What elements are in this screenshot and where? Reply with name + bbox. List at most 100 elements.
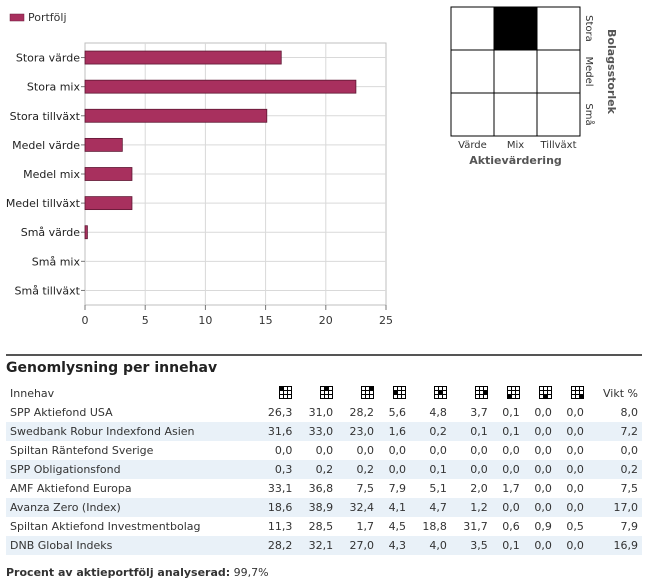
x-tick-label: 15 (259, 314, 273, 327)
style-value-cell: 0,0 (534, 425, 552, 438)
style-value-cell: 0,0 (534, 406, 552, 419)
style-value-cell: 0,0 (502, 444, 520, 457)
style-value-cell: 5,6 (388, 406, 407, 419)
style-value-cell: 7,9 (388, 482, 407, 495)
style-value-cell: 27,0 (349, 539, 375, 552)
holding-name: Spiltan Räntefond Sverige (10, 444, 154, 457)
legend: Portfölj (9, 11, 67, 24)
style-box-cell (450, 49, 495, 94)
y-tick-label: Medel värde (12, 139, 80, 152)
style-value-cell: 3,5 (470, 539, 488, 552)
style-value-cell: 0,1 (470, 425, 488, 438)
holding-name: SPP Obligationsfond (10, 463, 121, 476)
style-value-cell: 1,2 (470, 501, 488, 514)
style-value-cell: 38,9 (308, 501, 334, 514)
style-box-ylabel: Bolagsstorlek (605, 29, 618, 115)
style-box: Värde Mix Tillväxt Aktievärdering Stora Medel… (448, 6, 644, 185)
table-header-row: Innehav Vikt % (6, 384, 642, 403)
style-value-cell: 32,1 (308, 539, 334, 552)
style-value-cell: 3,7 (470, 406, 488, 419)
style-value-cell: 0,0 (502, 501, 520, 514)
style-value-cell: 0,0 (470, 444, 488, 457)
style-value-cell: 0,0 (388, 444, 407, 457)
style-grid-icon (433, 385, 447, 399)
style-value-cell: 0,3 (274, 463, 293, 476)
style-value-cell: 0,5 (566, 520, 584, 533)
style-box-cell (493, 49, 538, 94)
style-value-cell: 4,1 (388, 501, 407, 514)
style-value-cell: 0,0 (429, 444, 447, 457)
style-value-cell: 36,8 (308, 482, 334, 495)
style-box-cell (450, 6, 495, 51)
holding-name: Swedbank Robur Indexfond Asien (10, 425, 195, 438)
section-title: Genomlysning per innehav (6, 360, 218, 376)
style-value-cell: 11,3 (267, 520, 293, 533)
footer-value: 99,7% (233, 566, 269, 579)
bar (84, 225, 88, 240)
style-value-cell: 23,0 (349, 425, 375, 438)
table-row: AMF Aktiefond Europa 33,1 36,8 7,5 7,9 5,1 2,0… (6, 479, 642, 498)
style-value-cell: 0,0 (534, 463, 552, 476)
style-value-cell: 0,0 (274, 444, 293, 457)
x-tick-label: 25 (379, 314, 393, 327)
style-value-cell: 4,7 (429, 501, 447, 514)
style-grid-icon (570, 385, 584, 399)
style-grid-icon (279, 385, 293, 399)
style-value-cell: 18,6 (267, 501, 293, 514)
style-value-cell: 2,0 (470, 482, 488, 495)
style-value-cell: 0,6 (502, 520, 520, 533)
style-value-cell: 0,1 (502, 425, 520, 438)
style-box-row-label: Medel (583, 56, 594, 86)
header-style-icon (255, 384, 296, 403)
style-value-cell: 0,0 (470, 463, 488, 476)
header-style-icon (296, 384, 337, 403)
holding-name: Spiltan Aktiefond Investmentbolag (10, 520, 201, 533)
holding-name: DNB Global Indeks (10, 539, 113, 552)
bar (84, 108, 268, 123)
bar (84, 167, 133, 181)
style-value-cell: 28,2 (267, 539, 293, 552)
style-value-cell: 0,0 (566, 444, 584, 457)
style-box-row-label: Små (583, 103, 596, 125)
style-value-cell: 0,0 (315, 444, 334, 457)
table-row: Spiltan Räntefond Sverige 0,0 0,0 0,0 0,0 0,0… (6, 441, 642, 460)
style-value-cell: 1,6 (388, 425, 407, 438)
style-value-cell: 0,1 (502, 406, 520, 419)
weight-cell: 7,2 (620, 425, 639, 438)
style-value-cell: 0,0 (534, 501, 552, 514)
style-box-col-label: Värde (458, 140, 487, 151)
style-value-cell: 28,5 (308, 520, 334, 533)
y-tick-label: Stora tillväxt (10, 110, 81, 123)
style-box-cell (536, 92, 581, 137)
weight-cell: 16,9 (613, 539, 639, 552)
style-value-cell: 5,1 (429, 482, 447, 495)
style-box-cell (493, 92, 538, 137)
bar (84, 196, 133, 211)
header-weight: Vikt % (603, 387, 638, 400)
header-style-icon (410, 384, 451, 403)
bar-chart: Portfölj 0 5 10 15 20 25 Stora värde Stora mix St… (6, 11, 393, 327)
style-value-cell: 0,0 (566, 482, 584, 495)
style-value-cell: 0,0 (566, 425, 584, 438)
table-row: DNB Global Indeks 28,2 32,1 27,0 4,3 4,0 3,5 0,… (6, 536, 642, 555)
style-box-cell (536, 6, 581, 51)
x-tick-label: 20 (319, 314, 333, 327)
style-value-cell: 31,0 (308, 406, 334, 419)
header-style-icon (524, 384, 556, 403)
style-value-cell: 0,0 (566, 539, 584, 552)
y-tick-label: Stora värde (16, 52, 80, 65)
x-tick-label: 5 (142, 314, 149, 327)
style-value-cell: 33,0 (308, 425, 334, 438)
style-value-cell: 4,8 (429, 406, 447, 419)
style-value-cell: 0,0 (534, 482, 552, 495)
style-value-cell: 0,0 (356, 444, 375, 457)
style-value-cell: 4,3 (388, 539, 407, 552)
legend-label: Portfölj (28, 11, 67, 24)
style-grid-icon (506, 385, 520, 399)
weight-cell: 8,0 (620, 406, 639, 419)
weight-cell: 7,9 (620, 520, 639, 533)
style-grid-icon (538, 385, 552, 399)
table-row: Swedbank Robur Indexfond Asien 31,6 33,0 23… (6, 422, 642, 441)
header-style-icon (492, 384, 524, 403)
style-box-xlabel: Aktievärdering (469, 154, 562, 167)
